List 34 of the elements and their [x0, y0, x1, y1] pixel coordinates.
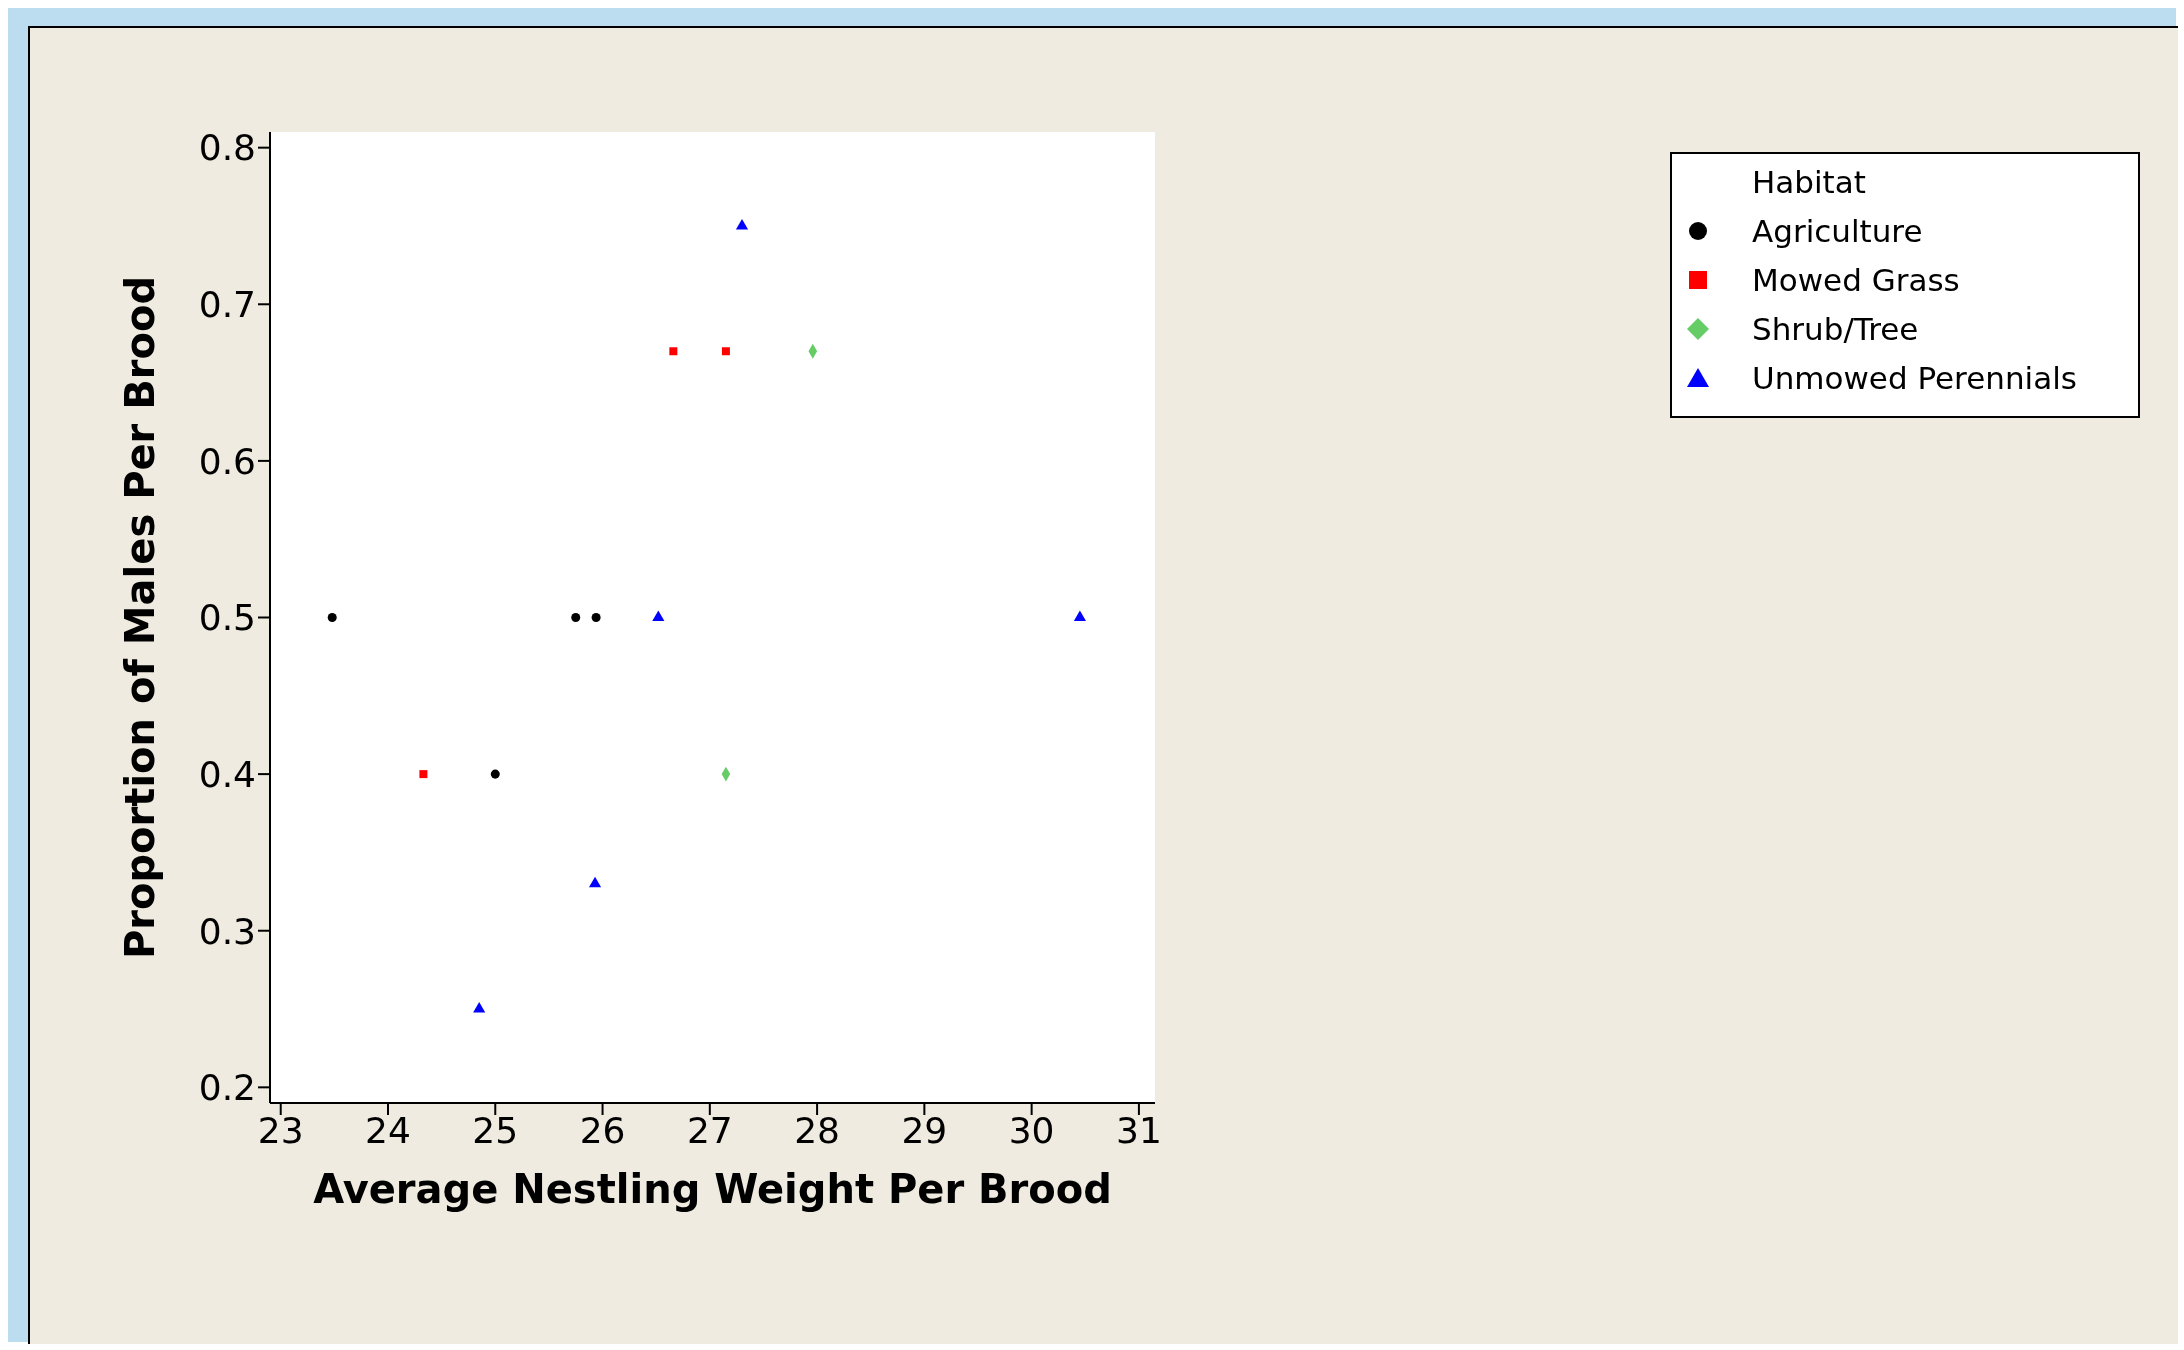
- x-tick-label: 27: [686, 1109, 733, 1151]
- legend-label: Unmowed Perennials: [1752, 359, 2077, 396]
- point: [1073, 610, 1086, 622]
- point: [327, 612, 337, 623]
- y-tick-label: 0.5: [198, 597, 256, 639]
- legend-label: Agriculture: [1752, 212, 1923, 249]
- x-tick-label: 28: [794, 1109, 840, 1151]
- x-tick-label: 23: [257, 1109, 304, 1151]
- point: [652, 610, 665, 622]
- legend-label: Mowed Grass: [1752, 261, 1960, 298]
- x-tick-label: 30: [1008, 1109, 1055, 1151]
- y-tick-label: 0.3: [198, 910, 256, 952]
- y-tick-label: 0.4: [198, 753, 256, 795]
- point: [571, 612, 581, 623]
- x-tick-label: 31: [1116, 1109, 1162, 1151]
- point: [721, 347, 730, 356]
- y-tick-label: 0.2: [198, 1067, 256, 1109]
- point: [588, 876, 602, 888]
- point: [490, 769, 500, 779]
- x-tick-label: 24: [365, 1109, 411, 1151]
- x-axis-title: Average Nestling Weight Per Brood: [313, 1166, 1112, 1212]
- y-axis-title: Proportion of Males Per Brood: [117, 275, 164, 960]
- point: [591, 612, 601, 623]
- y-tick-label: 0.6: [198, 440, 256, 482]
- legend-label: Shrub/Tree: [1752, 310, 1919, 347]
- x-tick-label: 26: [579, 1109, 626, 1151]
- x-tick-label: 29: [901, 1109, 948, 1151]
- x-tick-label: 25: [472, 1109, 519, 1151]
- point: [419, 770, 428, 779]
- y-tick-label: 0.7: [198, 284, 256, 326]
- point: [669, 347, 678, 356]
- point: [473, 1002, 486, 1013]
- y-tick-label: 0.8: [198, 127, 256, 169]
- legend-title: Habitat: [1752, 164, 1867, 200]
